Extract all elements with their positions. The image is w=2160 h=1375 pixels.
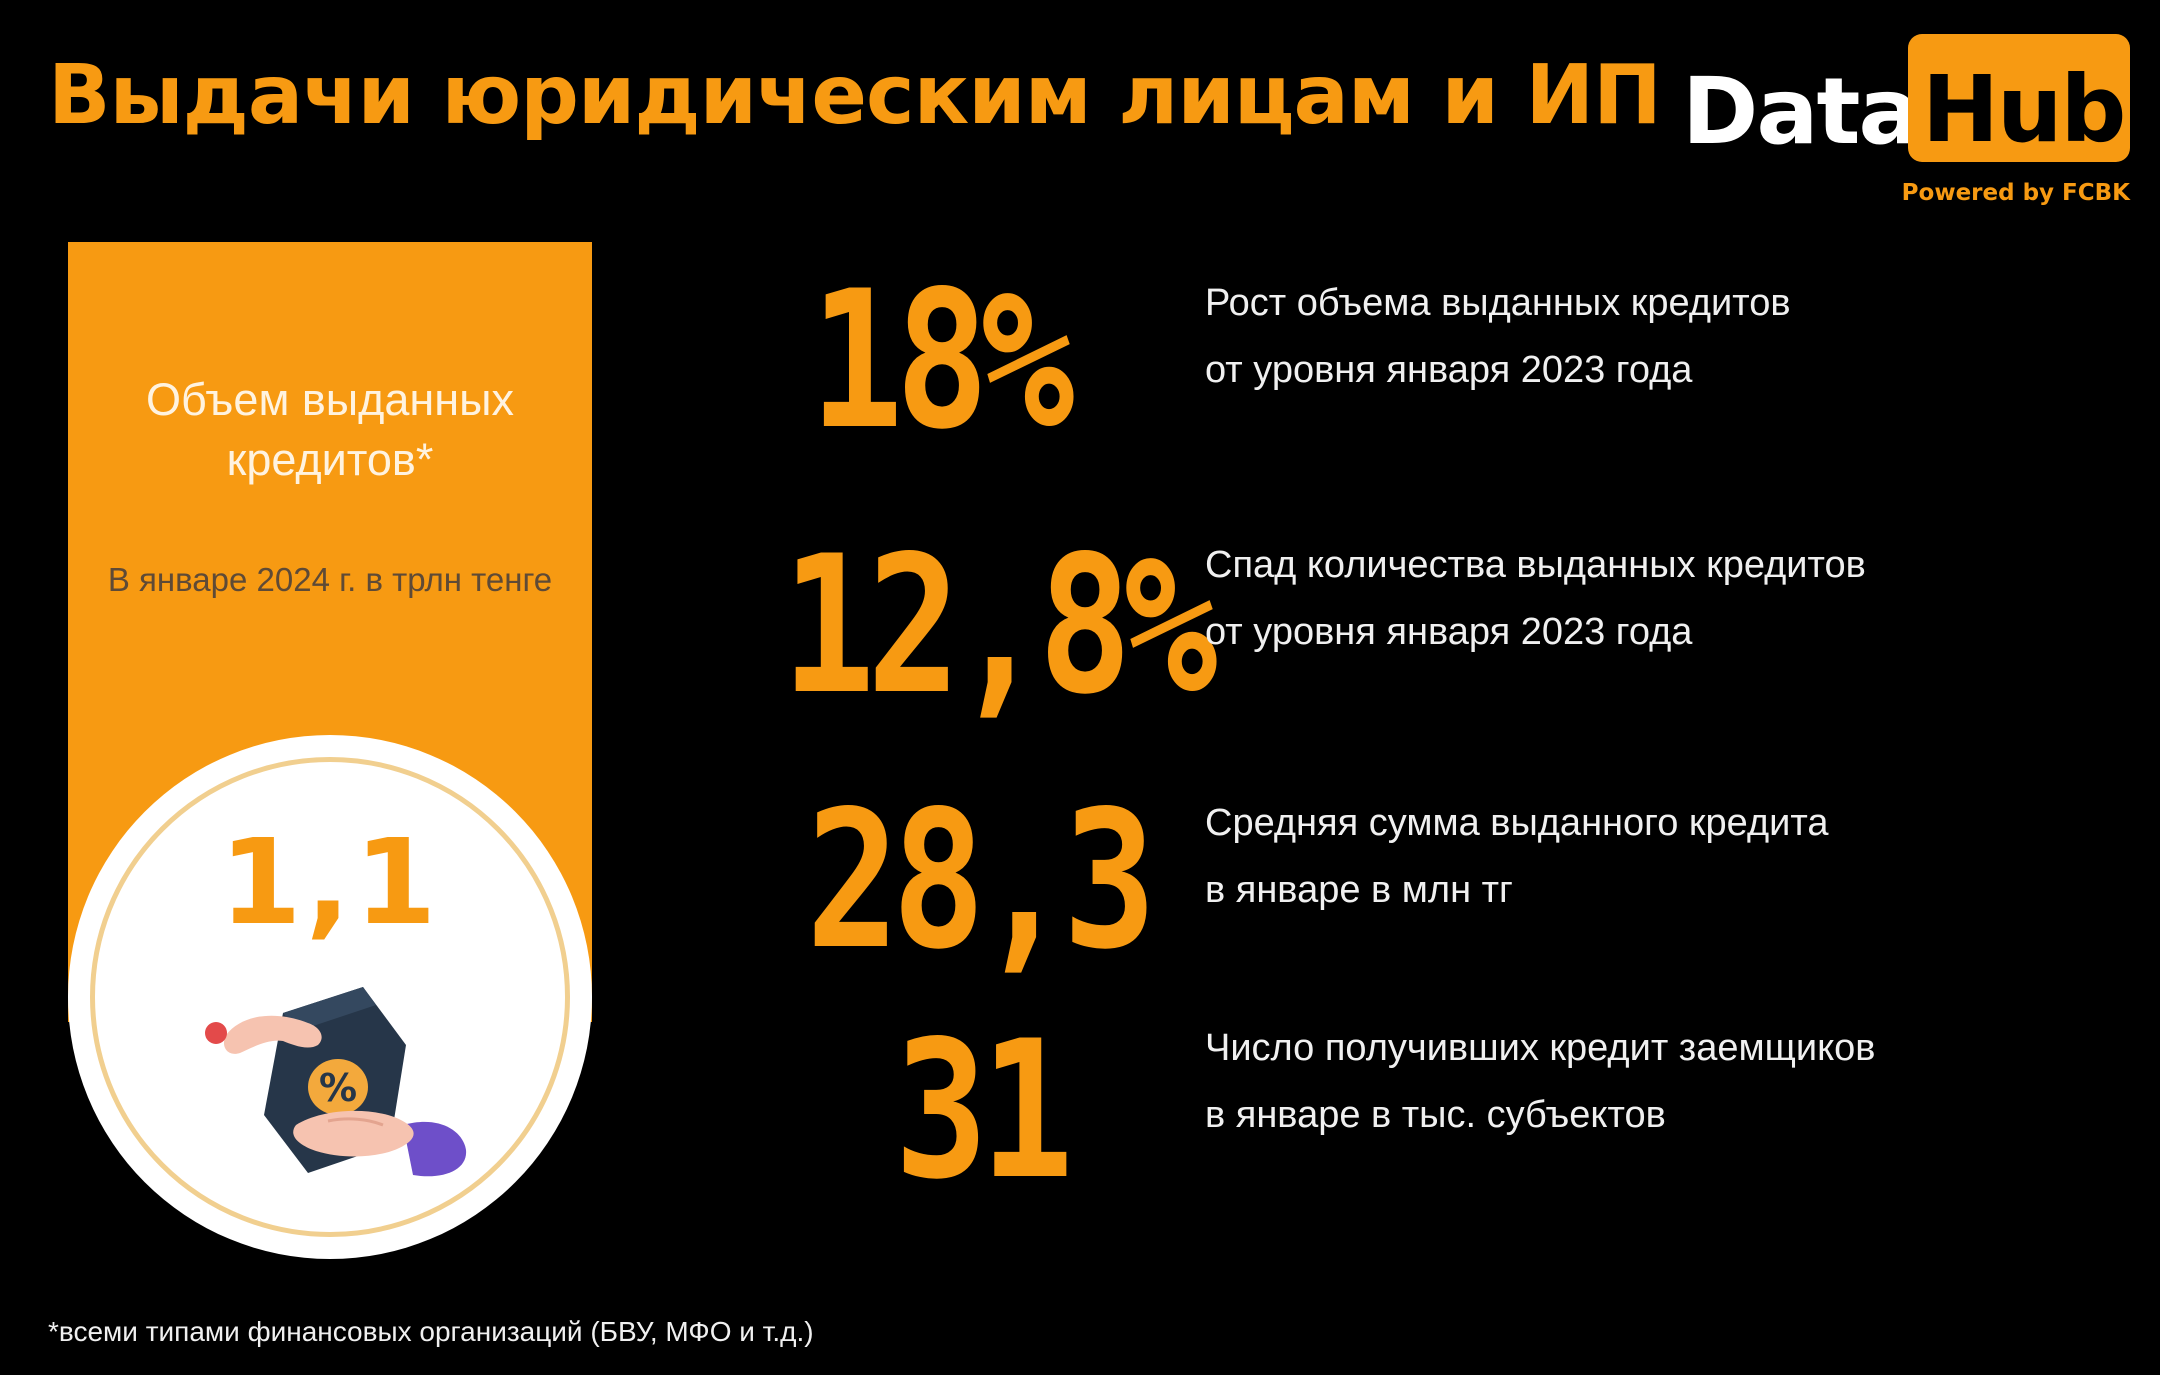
stat-value-volume-growth: 18% <box>809 250 1075 471</box>
panel-subtitle: В январе 2024 г. в трлн тенге <box>107 561 553 598</box>
hands-percent-icon: % <box>205 987 467 1177</box>
stat-desc-line: от уровня января 2023 года <box>1205 611 1693 653</box>
svg-text:%: % <box>319 1066 357 1110</box>
logo-word-hub: Hub <box>1922 56 2126 163</box>
stat-desc-borrowers: Число получивших кредит заемщиков в янва… <box>1205 1015 1875 1149</box>
stat-desc-line: в январе в млн тг <box>1205 869 1513 911</box>
page-title: Выдачи юридическим лицам и ИП <box>48 48 1662 143</box>
stat-desc-line: Спад количества выданных кредитов <box>1205 544 1866 586</box>
logo-word-data: Data <box>1682 58 1921 165</box>
stat-desc-volume-growth: Рост объема выданных кредитов от уровня … <box>1205 270 1791 404</box>
circle-ring <box>90 757 570 1237</box>
logo-tagline: Powered by FCBK <box>1901 180 2130 206</box>
logo-hub-box: Hub <box>1908 34 2130 163</box>
stat-desc-line: Рост объема выданных кредитов <box>1205 282 1791 324</box>
stat-value-average-loan: 28,3 <box>806 770 1157 991</box>
value-circle: 1,1 % <box>68 735 592 1259</box>
footnote: *всеми типами финансовых организаций (БВ… <box>48 1316 814 1347</box>
stat-desc-line: Число получивших кредит заемщиков <box>1205 1027 1876 1069</box>
datahub-logo: Data Hub Powered by FCBK <box>1676 34 2130 214</box>
stat-desc-line: от уровня января 2023 года <box>1205 349 1693 391</box>
stat-value-borrowers: 31 <box>894 1000 1073 1221</box>
panel-value: 1,1 <box>219 813 441 951</box>
stat-desc-count-decline: Спад количества выданных кредитов от уро… <box>1205 532 1866 666</box>
stat-desc-line: в январе в тыс. субъектов <box>1205 1094 1666 1136</box>
stat-desc-line: Средняя сумма выданного кредита <box>1205 802 1829 844</box>
stat-value-count-decline: 12,8% <box>781 515 1217 736</box>
stat-desc-average-loan: Средняя сумма выданного кредита в январе… <box>1205 790 1828 924</box>
panel-title: Объем выданных кредитов* <box>146 374 514 485</box>
